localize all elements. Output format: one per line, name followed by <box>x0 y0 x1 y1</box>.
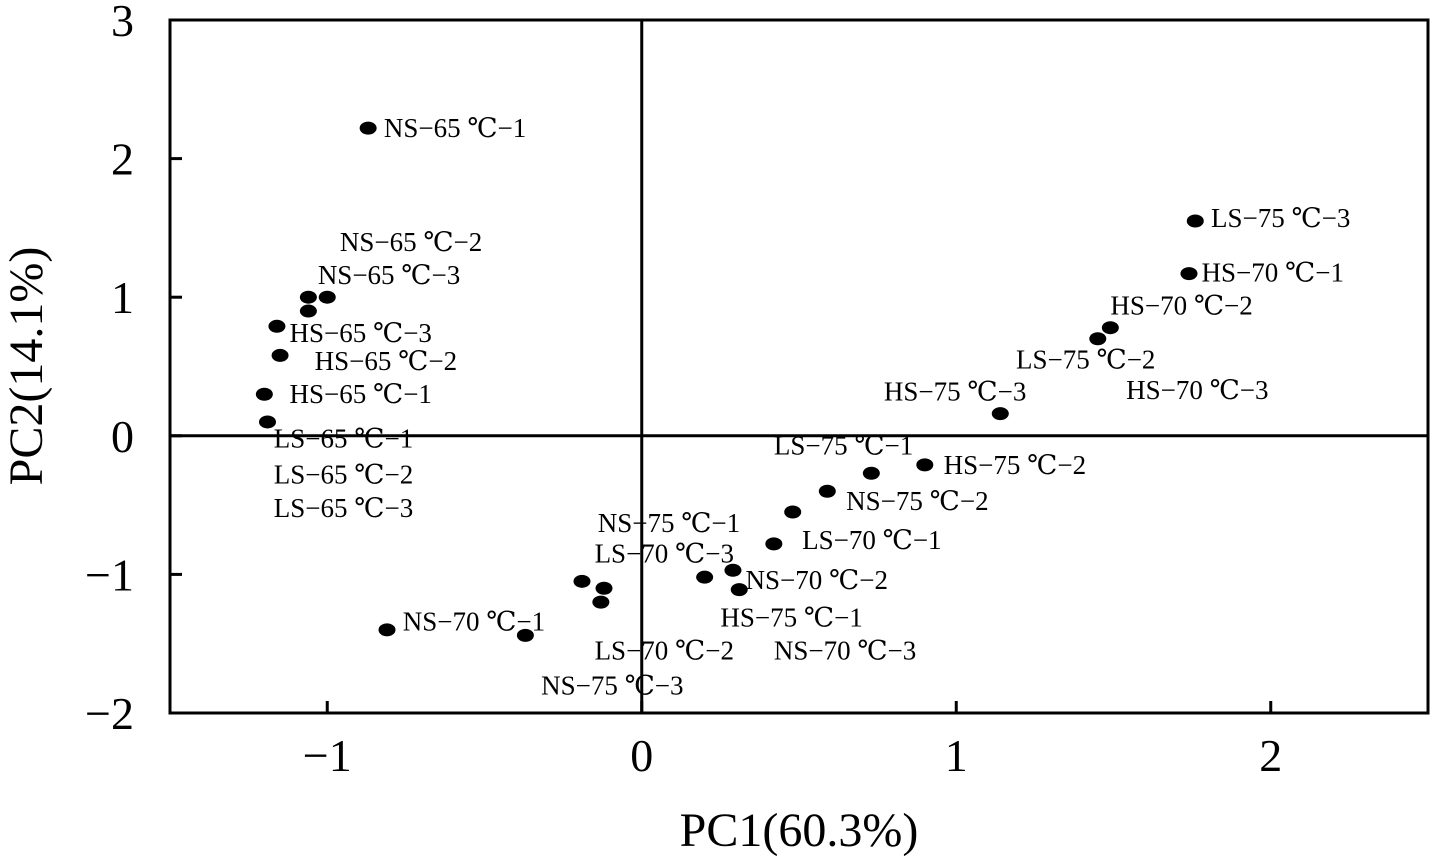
point-label: NS−70 ℃−3 <box>774 636 916 666</box>
y-tick-label: −1 <box>85 549 134 600</box>
point-label: LS−65 ℃−3 <box>274 493 413 523</box>
y-tick-label: −2 <box>85 688 134 739</box>
x-axis-ticks: −1 0 1 2 <box>303 701 1282 781</box>
data-point <box>271 348 289 362</box>
plot-frame <box>168 18 1430 715</box>
point-label: HS−70 ℃−1 <box>1202 257 1344 287</box>
point-label: NS−65 ℃−2 <box>340 227 482 257</box>
point-label: NS−75 ℃−2 <box>846 486 988 516</box>
y-tick-label: 0 <box>111 411 134 462</box>
data-point <box>862 466 880 480</box>
point-label: NS−70 ℃−1 <box>403 607 545 637</box>
point-label: HS−65 ℃−3 <box>290 318 432 348</box>
data-point <box>595 581 613 595</box>
data-point <box>1186 214 1204 228</box>
x-axis-label: PC1(60.3%) <box>680 804 919 857</box>
point-label: LS−75 ℃−3 <box>1211 203 1350 233</box>
point-label: HS−70 ℃−3 <box>1126 375 1268 405</box>
data-point <box>573 574 591 588</box>
point-label: HS−65 ℃−2 <box>315 346 457 376</box>
x-tick-label: −1 <box>303 730 352 781</box>
data-point <box>991 407 1009 421</box>
data-point <box>299 304 317 318</box>
data-point <box>592 595 610 609</box>
data-point <box>784 505 802 519</box>
point-label: HS−65 ℃−1 <box>290 379 432 409</box>
data-point <box>1089 332 1107 346</box>
x-tick-label: 1 <box>945 730 968 781</box>
data-point <box>318 290 336 304</box>
y-axis-ticks: −2 −1 0 1 2 3 <box>85 0 182 739</box>
y-tick-label: 1 <box>111 272 134 323</box>
point-label: HS−75 ℃−3 <box>884 376 1026 406</box>
x-tick-label: 0 <box>630 730 653 781</box>
point-label: HS−75 ℃−1 <box>720 602 862 632</box>
data-point <box>696 570 714 584</box>
data-point <box>359 121 377 135</box>
data-point <box>818 484 836 498</box>
data-point <box>378 623 396 637</box>
point-label: NS−75 ℃−1 <box>598 508 740 538</box>
point-label: LS−70 ℃−2 <box>595 636 734 666</box>
data-point <box>299 290 317 304</box>
point-label: LS−70 ℃−1 <box>802 525 941 555</box>
data-point <box>268 319 286 333</box>
x-tick-label: 2 <box>1259 730 1282 781</box>
point-label: NS−75 ℃−3 <box>541 670 683 700</box>
point-label: LS−70 ℃−3 <box>595 539 734 569</box>
data-point <box>255 387 273 401</box>
zero-lines <box>170 20 1428 713</box>
point-label: HS−70 ℃−2 <box>1110 291 1252 321</box>
point-label: NS−65 ℃−3 <box>318 260 460 290</box>
data-point <box>1101 321 1119 335</box>
y-axis-label: PC2(14.1%) <box>0 247 53 486</box>
data-point <box>765 537 783 551</box>
data-point <box>724 563 742 577</box>
point-label: LS−65 ℃−1 <box>274 424 413 454</box>
y-tick-label: 2 <box>111 134 134 185</box>
y-tick-label: 3 <box>111 0 134 46</box>
point-label: LS−65 ℃−2 <box>274 460 413 490</box>
data-points <box>255 121 1204 642</box>
point-label: HS−75 ℃−2 <box>944 450 1086 480</box>
data-point <box>916 458 934 472</box>
point-label: NS−70 ℃−2 <box>746 565 888 595</box>
point-label: LS−75 ℃−2 <box>1016 345 1155 375</box>
point-label: NS−65 ℃−1 <box>384 113 526 143</box>
point-labels: NS−65 ℃−1NS−65 ℃−2NS−65 ℃−3HS−65 ℃−3HS−6… <box>274 113 1351 700</box>
data-point <box>516 628 534 642</box>
point-label: LS−75 ℃−1 <box>774 431 913 461</box>
data-point <box>730 583 748 597</box>
data-point <box>258 415 276 429</box>
data-point <box>1180 267 1198 281</box>
